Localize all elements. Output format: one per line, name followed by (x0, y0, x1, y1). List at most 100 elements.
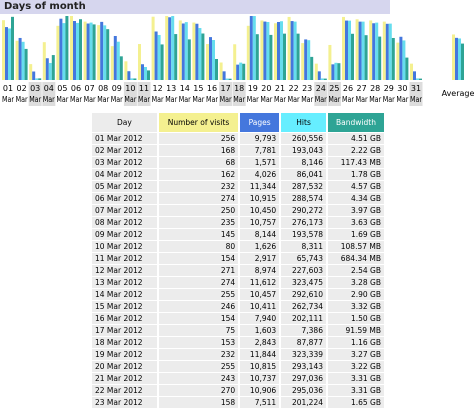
table-cell: 3.97 GB (327, 205, 384, 216)
table-row: 09 Mar 2012 145 8,144 193,578 1.69 GB (92, 229, 384, 240)
bar (382, 21, 386, 80)
month-label: Mar (16, 95, 29, 104)
day-label: 24 (316, 84, 326, 93)
bar (364, 35, 368, 80)
table-cell: 10,757 (240, 217, 280, 228)
table-cell: 117.43 MB (327, 157, 384, 168)
bar (147, 70, 150, 80)
bar (416, 78, 419, 80)
bar (255, 34, 259, 80)
table-cell: 21 Mar 2012 (92, 373, 157, 384)
table-cell: 154 (158, 313, 239, 324)
bar (165, 16, 169, 80)
table-cell: 292,610 (281, 289, 326, 300)
table-cell: 10,457 (240, 289, 280, 300)
bar (73, 21, 76, 80)
table-row: 14 Mar 2012 255 10,457 292,610 2.90 GB (92, 289, 384, 300)
day-label: 07 (85, 84, 95, 93)
month-label: Mar (206, 95, 219, 104)
bar (396, 42, 400, 80)
table-cell: 3.22 GB (327, 361, 384, 372)
bar (215, 58, 218, 80)
table-cell: 271 (158, 265, 239, 276)
weekend-bg (123, 82, 137, 106)
table-cell: 22 Mar 2012 (92, 385, 157, 396)
bar (345, 20, 348, 80)
table-cell: 255 (158, 289, 239, 300)
table-cell: 08 Mar 2012 (92, 217, 157, 228)
header-row: Day Number of visits Pages Hits Bandwidth (92, 113, 384, 132)
table-cell: 7,940 (240, 313, 280, 324)
table-cell: 1,571 (240, 157, 280, 168)
table-cell: 10,915 (240, 193, 280, 204)
table-cell: 07 Mar 2012 (92, 205, 157, 216)
bar (29, 64, 33, 80)
bar (369, 20, 373, 80)
table-cell: 202,111 (281, 313, 326, 324)
table-cell: 17 Mar 2012 (92, 325, 157, 336)
table-row: 08 Mar 2012 235 10,757 276,173 3.63 GB (92, 217, 384, 228)
table-cell: 11 Mar 2012 (92, 253, 157, 264)
bar (113, 35, 117, 80)
month-label: Mar (260, 95, 273, 104)
table-cell: 260,556 (281, 133, 326, 144)
table-row: 03 Mar 2012 68 1,571 8,146 117.43 MB (92, 157, 384, 168)
bar (168, 17, 172, 80)
bar (171, 16, 175, 80)
table-cell: 65,743 (281, 253, 326, 264)
bar (127, 71, 131, 80)
month-label: Mar (342, 95, 355, 104)
weekend-bg (219, 82, 233, 106)
table-cell: 7,511 (240, 397, 280, 408)
bar (378, 36, 382, 80)
bar (290, 21, 294, 80)
table-cell: 8,974 (240, 265, 280, 276)
month-label: Mar (233, 95, 246, 104)
table-cell: 23 Mar 2012 (92, 397, 157, 408)
table-cell: 1.16 GB (327, 337, 384, 348)
bar (225, 78, 229, 80)
table-row: 18 Mar 2012 153 2,843 87,877 1.16 GB (92, 337, 384, 348)
day-label: 23 (302, 84, 312, 93)
table-cell: 10,906 (240, 385, 280, 396)
bar (320, 78, 324, 80)
bar (154, 31, 158, 80)
bar (266, 22, 270, 81)
column-header: Pages (240, 113, 280, 132)
table-cell: 270 (158, 385, 239, 396)
bar (76, 22, 79, 80)
table-row: 11 Mar 2012 154 2,917 65,743 684.34 MB (92, 253, 384, 264)
month-label: Mar (111, 95, 124, 104)
table-cell: 11,612 (240, 277, 280, 288)
bar (201, 33, 205, 80)
table-cell: 293,143 (281, 361, 326, 372)
table-row: 07 Mar 2012 250 10,450 290,272 3.97 GB (92, 205, 384, 216)
bar (83, 21, 87, 80)
table-cell: 15 Mar 2012 (92, 301, 157, 312)
month-label: Mar (138, 95, 151, 104)
bar (48, 62, 52, 80)
month-label: Mar (70, 95, 83, 104)
table-row: 01 Mar 2012 256 9,793 260,556 4.51 GB (92, 133, 384, 144)
weekend-bg (314, 82, 328, 106)
table-cell: 290,272 (281, 205, 326, 216)
bar (233, 44, 237, 80)
bar (21, 41, 25, 80)
table-cell: 162 (158, 169, 239, 180)
table-cell: 16 Mar 2012 (92, 313, 157, 324)
bar (212, 40, 215, 80)
table-cell: 80 (158, 241, 239, 252)
bar (116, 41, 120, 80)
bar (70, 16, 73, 80)
table-cell: 8,146 (281, 157, 326, 168)
bar (296, 33, 300, 80)
day-label: 25 (329, 84, 339, 93)
table-cell: 1,603 (240, 325, 280, 336)
month-label: Mar (220, 95, 233, 104)
bar (461, 43, 464, 80)
bar (89, 22, 93, 81)
column-header: Bandwidth (327, 113, 384, 132)
table-cell: 1.69 GB (327, 229, 384, 240)
table-row: 05 Mar 2012 232 11,344 287,532 4.57 GB (92, 181, 384, 192)
table-cell: 10 Mar 2012 (92, 241, 157, 252)
